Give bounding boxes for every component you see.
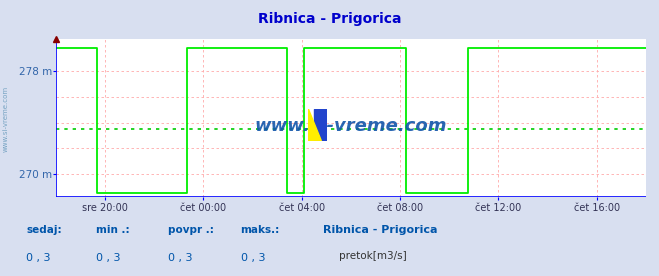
Text: maks.:: maks.:: [241, 225, 280, 235]
Text: www.si-vreme.com: www.si-vreme.com: [2, 86, 9, 152]
Text: Ribnica - Prigorica: Ribnica - Prigorica: [323, 225, 438, 235]
Text: 0 , 3: 0 , 3: [168, 253, 192, 263]
Text: 0 , 3: 0 , 3: [241, 253, 265, 263]
Text: 0 , 3: 0 , 3: [26, 253, 51, 263]
Text: 0 , 3: 0 , 3: [96, 253, 120, 263]
Text: pretok[m3/s]: pretok[m3/s]: [339, 251, 407, 261]
Text: min .:: min .:: [96, 225, 129, 235]
Polygon shape: [308, 109, 323, 141]
Polygon shape: [308, 109, 322, 141]
Text: www.si-vreme.com: www.si-vreme.com: [254, 117, 447, 135]
Text: povpr .:: povpr .:: [168, 225, 214, 235]
Text: sedaj:: sedaj:: [26, 225, 62, 235]
Text: Ribnica - Prigorica: Ribnica - Prigorica: [258, 12, 401, 26]
Polygon shape: [314, 109, 327, 141]
